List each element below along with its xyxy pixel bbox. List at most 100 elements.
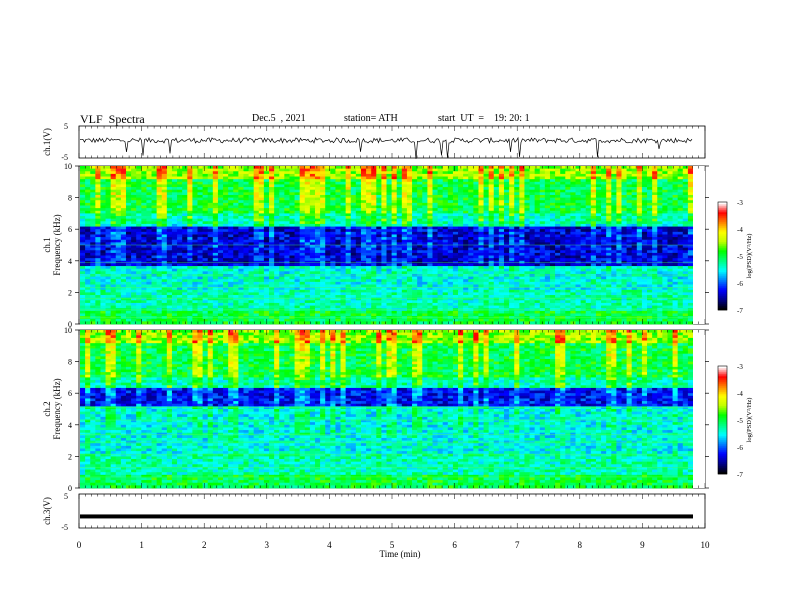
spectrogram-cell bbox=[488, 171, 495, 175]
spectrogram-cell bbox=[166, 176, 173, 180]
spectrogram-cell bbox=[519, 250, 525, 254]
spectrogram-cell bbox=[539, 192, 546, 196]
spectrogram-cell bbox=[677, 197, 684, 201]
spectrogram-cell bbox=[289, 189, 295, 193]
spectrogram-cell bbox=[233, 221, 239, 225]
spectrogram-cell bbox=[503, 252, 510, 256]
spectrogram-cell bbox=[432, 205, 438, 209]
spectrogram-cell bbox=[366, 258, 372, 262]
spectrogram-cell bbox=[611, 229, 617, 233]
spectrogram-cell bbox=[509, 173, 515, 177]
spectrogram-cell bbox=[279, 263, 285, 267]
spectrogram-cell bbox=[549, 205, 556, 209]
spectrogram-cell bbox=[289, 229, 295, 233]
spectrogram-cell bbox=[238, 216, 244, 220]
spectrogram-cell bbox=[350, 189, 357, 193]
spectrogram-cell bbox=[463, 179, 469, 183]
spectrogram-cell bbox=[539, 202, 546, 206]
spectrogram-cell bbox=[529, 271, 536, 275]
spectrogram-cell bbox=[641, 239, 648, 243]
spectrogram-cell bbox=[682, 187, 689, 191]
spectrogram-cell bbox=[177, 166, 183, 170]
spectrogram-cell bbox=[131, 245, 137, 249]
spectrogram-cell bbox=[161, 221, 168, 225]
spectrogram-cell bbox=[580, 216, 587, 220]
spectrogram-cell bbox=[269, 200, 275, 204]
spectrogram-cell bbox=[539, 250, 546, 254]
spectrogram-cell bbox=[549, 242, 556, 246]
spectrogram-cell bbox=[396, 194, 403, 198]
spectrogram-cell bbox=[120, 173, 127, 177]
spectrogram-cell bbox=[539, 179, 546, 183]
spectrogram-cell bbox=[228, 221, 234, 225]
spectrogram-cell bbox=[631, 218, 638, 222]
spectrogram-cell bbox=[192, 218, 198, 222]
spectrogram-cell bbox=[177, 271, 183, 275]
spectrogram-cell bbox=[386, 245, 393, 249]
spectrogram-cell bbox=[320, 205, 326, 209]
spectrogram-cell bbox=[549, 268, 556, 272]
spectrogram-cell bbox=[682, 208, 689, 212]
spectrogram-cell bbox=[503, 231, 510, 235]
spectrogram-cell bbox=[360, 187, 367, 191]
spectrogram-cell bbox=[534, 271, 541, 275]
spectrogram-cell bbox=[146, 226, 152, 230]
spectrogram-cell bbox=[350, 181, 357, 185]
spectrogram-cell bbox=[386, 184, 393, 188]
chart-title: VLF Spectra bbox=[80, 112, 145, 126]
spectrogram-cell bbox=[677, 194, 684, 198]
spectrogram-cell bbox=[601, 223, 607, 227]
spectrogram-cell bbox=[228, 237, 234, 241]
spectrogram-cell bbox=[575, 168, 582, 172]
spectrogram-cell bbox=[647, 247, 653, 251]
spectrogram-cell bbox=[161, 216, 168, 220]
spectrogram-cell bbox=[115, 187, 122, 191]
spectrogram-cell bbox=[243, 250, 249, 254]
spectrogram-cell bbox=[427, 231, 433, 235]
spectrogram-cell bbox=[611, 271, 617, 275]
spectrogram-cell bbox=[524, 226, 530, 230]
spectrogram-cell bbox=[565, 168, 571, 172]
spectrogram-cell bbox=[376, 200, 382, 204]
spectrogram-cell bbox=[549, 216, 556, 220]
spectrogram-cell bbox=[289, 226, 295, 230]
spectrogram-cell bbox=[289, 197, 295, 201]
spectrogram-cell bbox=[412, 252, 418, 256]
spectrogram-cell bbox=[447, 197, 454, 201]
spectrogram-cell bbox=[401, 223, 408, 227]
spectrogram-cell bbox=[514, 247, 520, 251]
spectrogram-cell bbox=[519, 221, 525, 225]
spectrogram-cell bbox=[555, 239, 561, 243]
spectrogram-cell bbox=[269, 231, 275, 235]
spectrogram-cell bbox=[396, 247, 403, 251]
spectrogram-cell bbox=[570, 237, 576, 241]
spectrogram-cell bbox=[514, 171, 520, 175]
spectrogram-cell bbox=[519, 213, 525, 217]
spectrogram-cell bbox=[376, 237, 382, 241]
spectrogram-cell bbox=[335, 273, 341, 277]
spectrogram-cell bbox=[381, 258, 387, 262]
spectrogram-cell bbox=[616, 168, 622, 172]
spectrogram-cell bbox=[314, 197, 321, 201]
spectrogram-cell bbox=[672, 179, 679, 183]
spectrogram-cell bbox=[549, 197, 556, 201]
spectrogram-cell bbox=[483, 179, 490, 183]
spectrogram-cell bbox=[601, 234, 607, 238]
spectrogram-cell bbox=[238, 200, 244, 204]
spectrogram-cell bbox=[447, 231, 454, 235]
spectrogram-cell bbox=[274, 187, 280, 191]
spectrogram-cell bbox=[330, 173, 336, 177]
spectrogram-cell bbox=[672, 221, 679, 225]
spectrogram-cell bbox=[376, 213, 382, 217]
spectrogram-cell bbox=[95, 226, 101, 230]
spectrogram-cell bbox=[616, 189, 622, 193]
spectrogram-cell bbox=[371, 168, 377, 172]
spectrogram-cell bbox=[248, 271, 255, 275]
spectrogram-cell bbox=[580, 189, 587, 193]
spectrogram-cell bbox=[463, 213, 469, 217]
spectrogram-cell bbox=[80, 255, 86, 259]
spectrogram-cell bbox=[401, 271, 408, 275]
spectrogram-cell bbox=[115, 273, 122, 277]
spectrogram-cell bbox=[381, 271, 387, 275]
